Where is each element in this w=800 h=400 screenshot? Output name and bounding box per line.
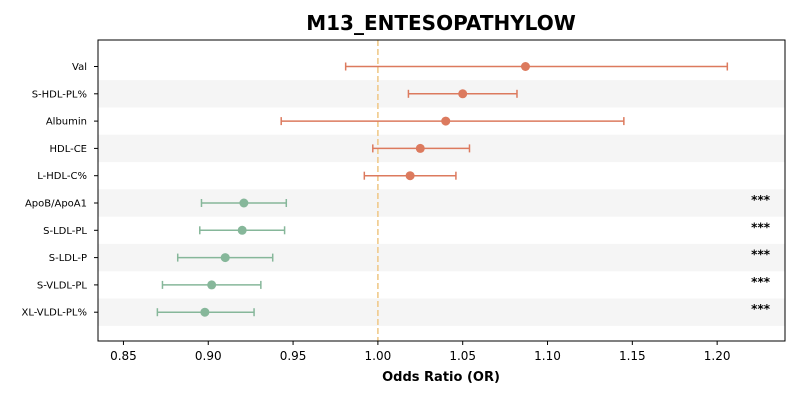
x-tick-label: 0.90 (195, 349, 222, 363)
x-tick-label: 1.15 (619, 349, 646, 363)
x-tick-label: 1.10 (534, 349, 561, 363)
or-point (458, 89, 468, 99)
y-tick-label: Albumin (46, 117, 87, 128)
or-point (415, 143, 425, 153)
y-tick-label: L-HDL-C% (37, 171, 87, 182)
forest-row: ApoB/ApoA1 *** (25, 193, 771, 210)
or-point (207, 280, 217, 290)
x-axis: 0.85 0.90 0.95 1.00 1.05 1.10 1.15 1.20 (110, 341, 731, 363)
or-point (237, 225, 247, 235)
forest-row: S-LDL-PL *** (43, 220, 771, 237)
x-tick-label: 0.85 (110, 349, 137, 363)
or-point (520, 62, 530, 71)
x-tick-label: 1.00 (365, 349, 392, 363)
y-tick-label: XL-VLDL-PL% (22, 308, 88, 319)
forest-row: Albumin (46, 116, 625, 128)
forest-row: S-HDL-PL% (32, 89, 518, 100)
significance-label: *** (751, 302, 771, 316)
y-tick-label: HDL-CE (49, 144, 87, 155)
or-point (441, 116, 451, 126)
y-tick-label: ApoB/ApoA1 (25, 199, 87, 210)
forest-row: S-LDL-P *** (49, 248, 771, 265)
significance-label: *** (751, 248, 771, 262)
forest-row: XL-VLDL-PL% *** (22, 302, 771, 319)
or-point (239, 198, 249, 208)
forest-row: HDL-CE (49, 143, 471, 155)
chart-title: M13_ENTESOPATHYLOW (306, 11, 576, 35)
x-tick-label: 1.20 (704, 349, 731, 363)
y-tick-label: S-LDL-PL (43, 226, 87, 237)
or-point (200, 307, 210, 317)
y-tick-label: Val (72, 62, 87, 73)
significance-label: *** (751, 220, 771, 234)
y-tick-label: S-LDL-P (49, 253, 87, 264)
significance-label: *** (751, 193, 771, 207)
plot-frame (97, 39, 786, 342)
x-axis-label: Odds Ratio (OR) (382, 370, 500, 385)
data-rows: Val S-HDL-PL% Albumin HDL-CE L-HDL-C% ApoB/Ap… (22, 62, 771, 319)
forest-row: L-HDL-C% (37, 171, 457, 182)
forest-row: Val (72, 62, 729, 73)
forest-row: S-VLDL-PL *** (37, 275, 771, 292)
or-point (405, 171, 415, 181)
or-point (220, 253, 230, 263)
y-tick-label: S-HDL-PL% (32, 89, 87, 100)
x-tick-label: 0.95 (280, 349, 307, 363)
x-tick-label: 1.05 (449, 349, 476, 363)
significance-label: *** (751, 275, 771, 289)
y-tick-label: S-VLDL-PL (37, 280, 88, 291)
